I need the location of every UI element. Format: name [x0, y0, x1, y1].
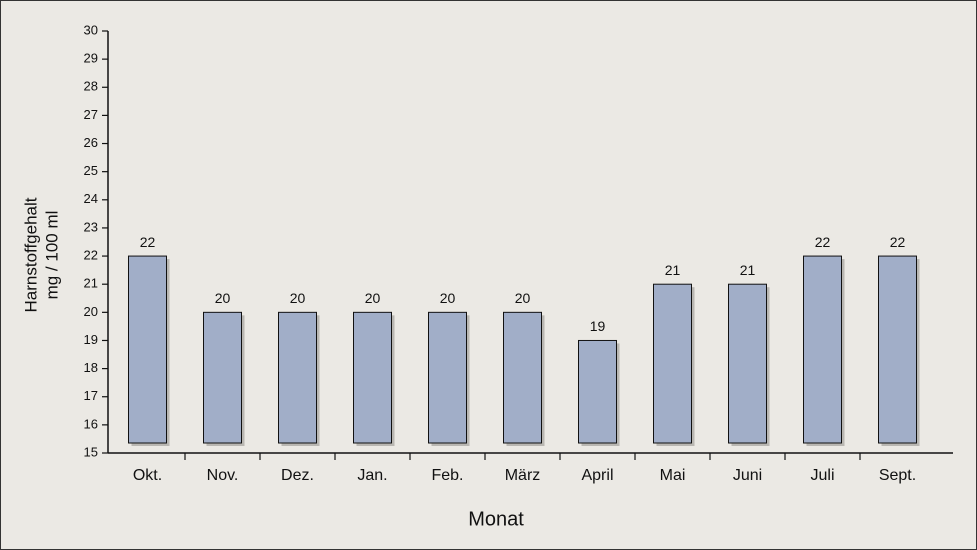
- bar: [728, 283, 767, 444]
- y-tick-label: 22: [84, 248, 98, 263]
- bar: [128, 255, 167, 444]
- bar: [803, 255, 842, 444]
- value-label: 22: [815, 234, 831, 250]
- bar: [503, 311, 542, 444]
- y-tick-label: 21: [84, 276, 98, 291]
- y-tick-label: 27: [84, 107, 98, 122]
- y-tick-label: 24: [84, 191, 98, 206]
- x-tick-label: Jan.: [357, 467, 387, 484]
- value-label: 21: [740, 262, 756, 278]
- value-label: 22: [890, 234, 906, 250]
- y-tick-label: 23: [84, 219, 98, 234]
- y-tick-label: 26: [84, 135, 98, 150]
- x-tick-label: Feb.: [431, 467, 463, 484]
- value-label: 20: [515, 290, 531, 306]
- value-label: 22: [140, 234, 156, 250]
- y-tick-label: 25: [84, 163, 98, 178]
- y-tick-label: 19: [84, 332, 98, 347]
- x-tick-label: Mai: [660, 467, 686, 484]
- y-tick-label: 17: [84, 388, 98, 403]
- x-tick-label: Okt.: [133, 467, 162, 484]
- bar: [353, 311, 392, 444]
- bar: [278, 311, 317, 444]
- value-label: 20: [365, 290, 381, 306]
- y-tick-label: 16: [84, 416, 98, 431]
- x-tick-label: Juni: [733, 467, 762, 484]
- x-tick-label: Juli: [810, 467, 834, 484]
- y-tick-label: 15: [84, 444, 98, 459]
- y-tick-label: 30: [84, 22, 98, 37]
- y-axis-label: Harnstoffgehalt: [21, 197, 40, 312]
- bar: [653, 283, 692, 444]
- value-label: 20: [215, 290, 231, 306]
- x-tick-label: Dez.: [281, 467, 314, 484]
- value-label: 21: [665, 262, 681, 278]
- value-label: 20: [440, 290, 456, 306]
- y-axis-label: mg / 100 ml: [42, 211, 61, 300]
- bar: [428, 311, 467, 444]
- bar: [578, 339, 617, 444]
- y-tick-label: 18: [84, 360, 98, 375]
- value-label: 19: [590, 318, 606, 334]
- x-tick-label: März: [505, 467, 541, 484]
- x-axis-label: Monat: [468, 508, 524, 530]
- bar: [878, 255, 917, 444]
- value-label: 20: [290, 290, 306, 306]
- x-tick-label: April: [581, 467, 613, 484]
- x-tick-label: Sept.: [879, 467, 916, 484]
- x-tick-label: Nov.: [207, 467, 239, 484]
- y-tick-label: 29: [84, 51, 98, 66]
- y-tick-label: 28: [84, 79, 98, 94]
- bar: [203, 311, 242, 444]
- y-tick-label: 20: [84, 304, 98, 319]
